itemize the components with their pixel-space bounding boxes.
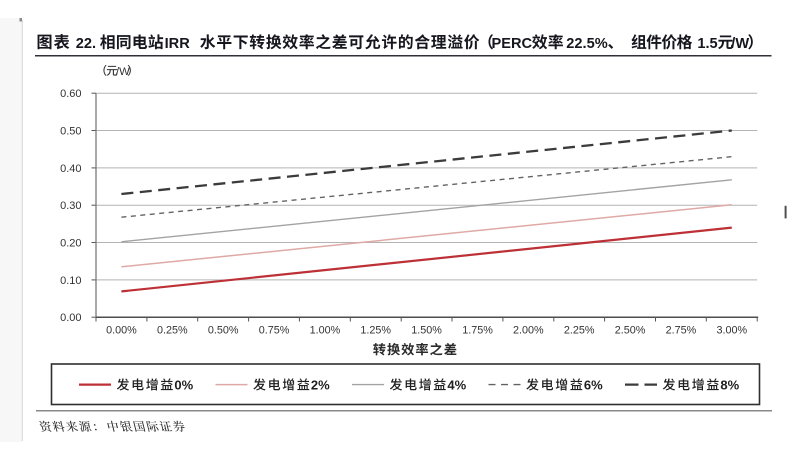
svg-text:0.10: 0.10 [60, 275, 81, 287]
svg-text:1.00%: 1.00% [310, 325, 341, 337]
svg-text:0.30: 0.30 [60, 200, 81, 212]
svg-text:1.25%: 1.25% [360, 325, 391, 337]
svg-text:22.5%: 22.5% [566, 36, 607, 52]
svg-text:3.00%: 3.00% [716, 325, 747, 337]
svg-text:PERC: PERC [492, 36, 533, 52]
svg-text:0.50: 0.50 [60, 125, 81, 137]
svg-text:2.50%: 2.50% [615, 325, 646, 337]
svg-text:0.20: 0.20 [60, 237, 81, 249]
svg-text:1.75%: 1.75% [462, 325, 493, 337]
svg-text:1.5: 1.5 [697, 36, 717, 52]
svg-text:0.40: 0.40 [60, 163, 81, 175]
svg-text:2.00%: 2.00% [513, 325, 544, 337]
svg-text:0.25%: 0.25% [157, 325, 188, 337]
svg-text:0.50%: 0.50% [208, 325, 239, 337]
svg-text:0.00%: 0.00% [106, 325, 137, 337]
svg-text:22.: 22. [76, 36, 96, 52]
svg-text:2%: 2% [311, 377, 330, 392]
svg-text:0.75%: 0.75% [259, 325, 290, 337]
svg-text:0%: 0% [174, 377, 193, 392]
svg-text:/W: /W [116, 66, 130, 78]
svg-text:0.60: 0.60 [60, 88, 81, 100]
svg-text:1.50%: 1.50% [411, 325, 442, 337]
svg-text:6%: 6% [584, 377, 603, 392]
svg-text:4%: 4% [447, 377, 466, 392]
svg-text:/W: /W [731, 36, 749, 52]
svg-text:0.00: 0.00 [60, 312, 81, 324]
svg-text:IRR: IRR [165, 36, 191, 52]
svg-text:8%: 8% [720, 377, 739, 392]
svg-text:2.25%: 2.25% [564, 325, 595, 337]
svg-text:2.75%: 2.75% [666, 325, 697, 337]
